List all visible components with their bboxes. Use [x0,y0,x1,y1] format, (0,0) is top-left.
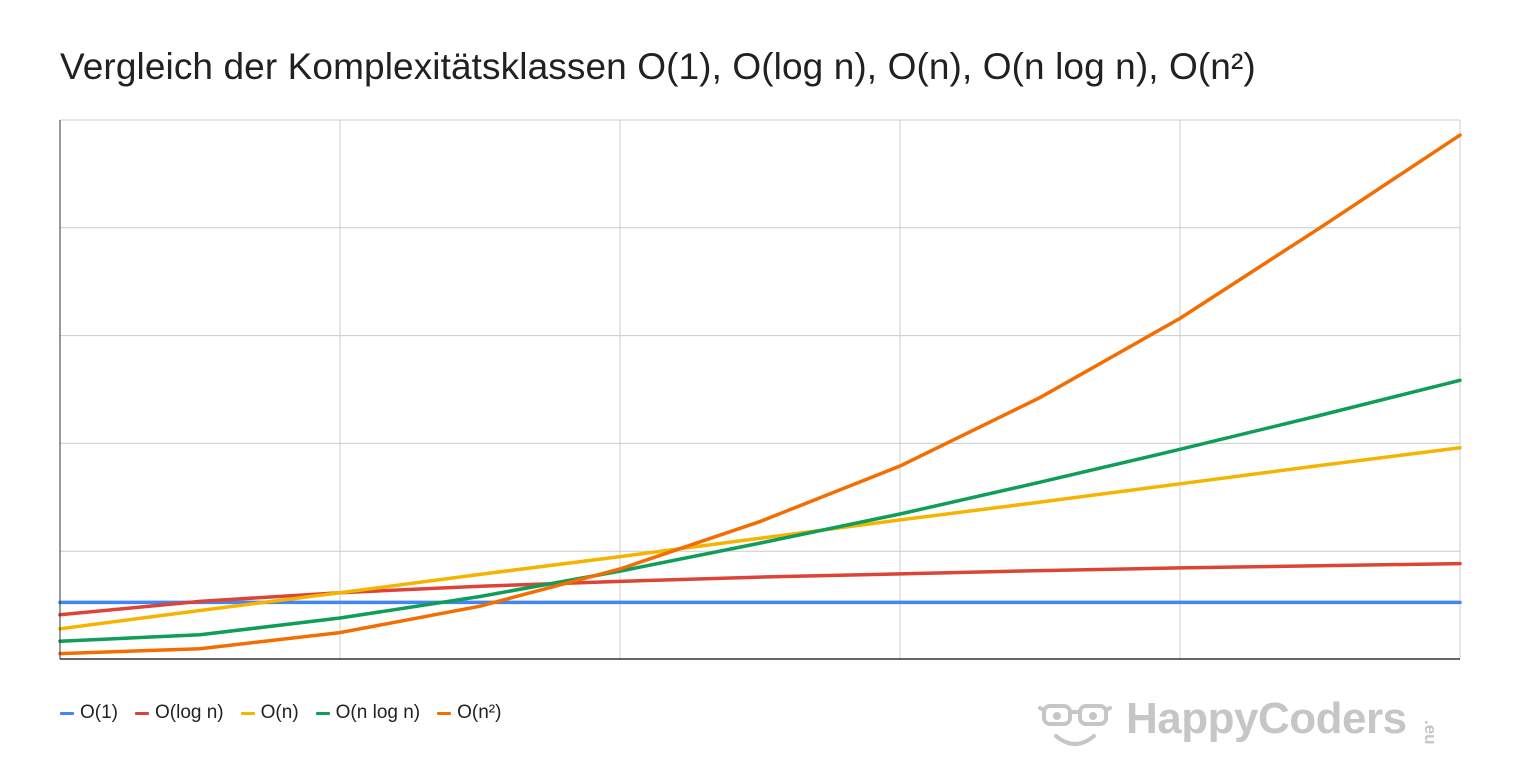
happycoders-logo: HappyCoders .eu [1038,694,1478,754]
logo-suffix: .eu [1421,720,1440,745]
series-line-4 [58,133,1462,656]
legend-label: O(n) [260,702,299,723]
series-line-1 [58,561,1462,617]
legend-swatch [60,711,74,715]
legend-swatch [135,711,149,715]
legend-swatch [240,711,255,715]
legend-item: O(log n) [135,702,224,724]
legend-label: O(n²) [457,702,502,723]
series-lines [58,133,1462,656]
glasses-smiley-icon [1038,704,1112,746]
legend-item: O(n) [240,702,299,724]
logo-text: HappyCoders [1126,694,1407,743]
legend-item: O(n log n) [315,702,421,724]
legend-label: O(1) [80,702,118,723]
legend-swatch [315,711,330,715]
legend-item: O(n²) [437,702,501,724]
chart-title: Vergleich der Komplexitätsklassen O(1), … [60,46,1256,87]
axes [59,120,1460,660]
gridlines [59,119,1461,660]
legend-swatch [437,711,452,715]
legend: O(1) O(log n) O(n) O(n log n) O(n²) [60,702,518,724]
legend-label: O(log n) [155,702,224,723]
legend-item: O(1) [60,702,118,724]
series-line-2 [58,445,1462,631]
series-line-3 [58,378,1462,643]
legend-label: O(n log n) [335,702,421,723]
